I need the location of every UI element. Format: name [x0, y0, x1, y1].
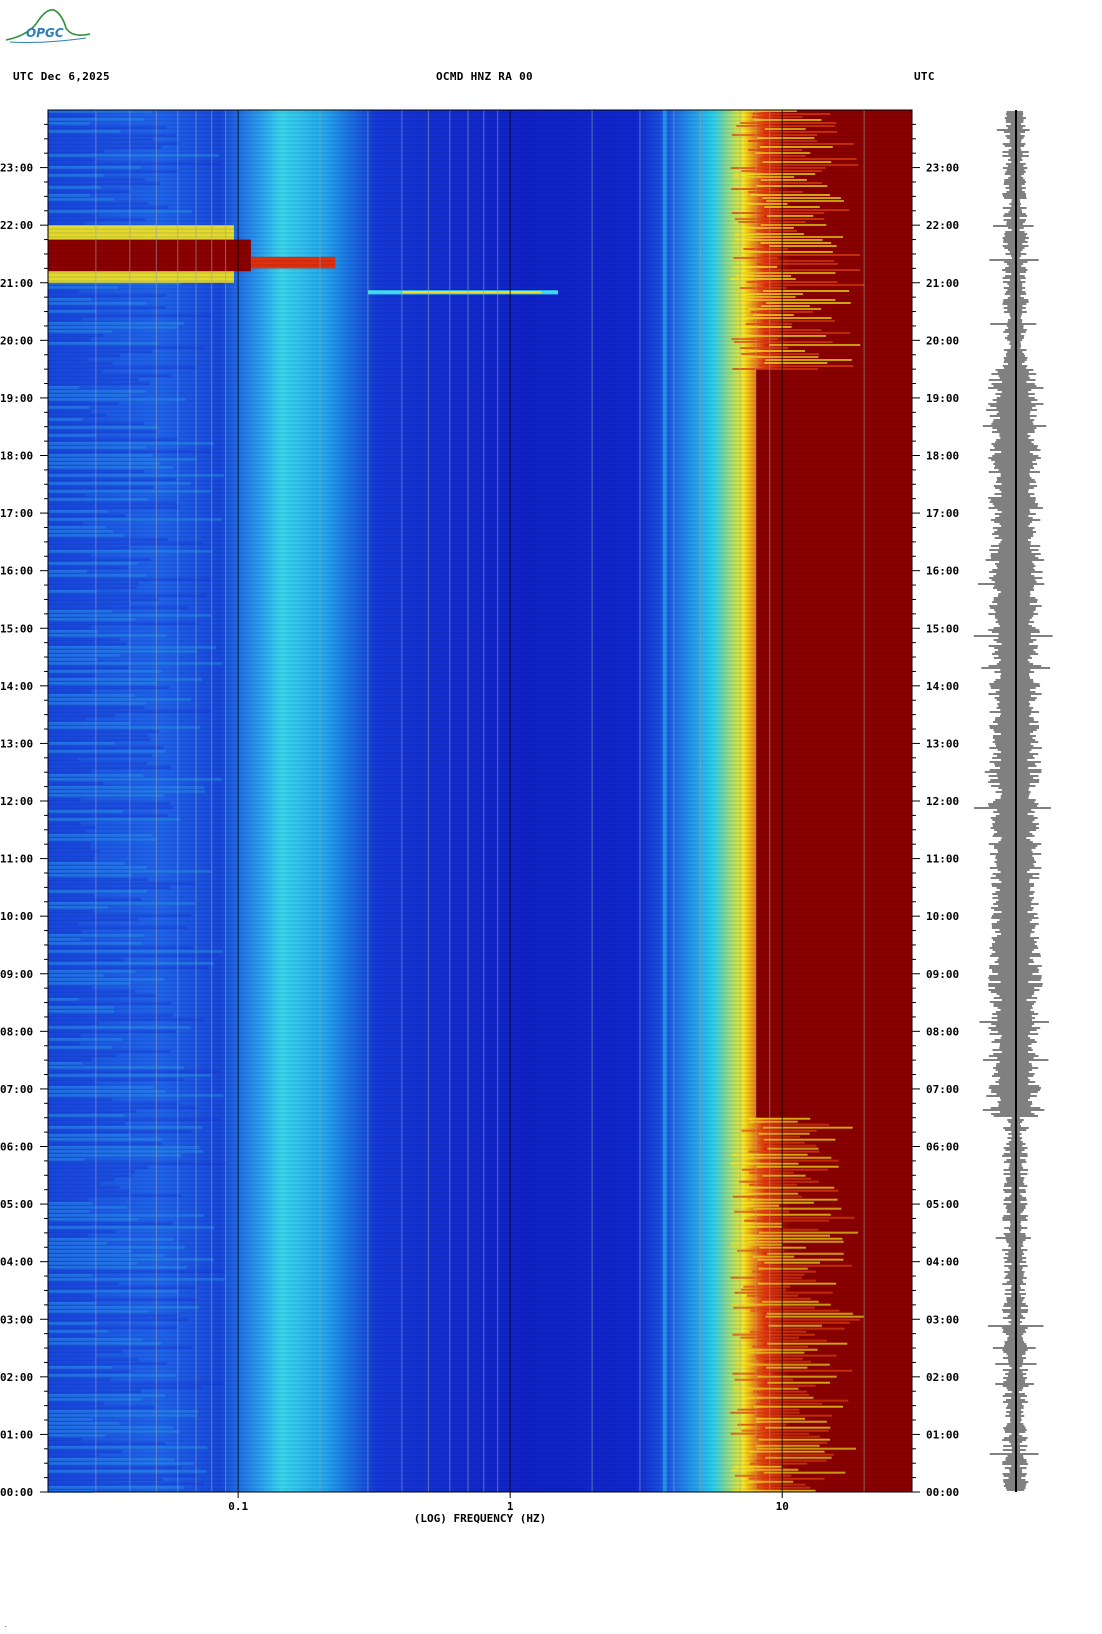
y-tick-label-right: 18:00	[926, 450, 959, 463]
y-tick-label-left: 11:00	[0, 853, 33, 866]
y-tick-label-right: 20:00	[926, 334, 959, 347]
y-tick-label-right: 16:00	[926, 565, 959, 578]
y-tick-label-right: 00:00	[926, 1486, 959, 1499]
y-tick-label-right: 09:00	[926, 968, 959, 981]
y-tick-label-left: 09:00	[0, 968, 33, 981]
y-tick-label-right: 19:00	[926, 392, 959, 405]
opgc-logo	[5, 8, 91, 43]
y-tick-label-right: 05:00	[926, 1198, 959, 1211]
header-date: UTC Dec 6,2025	[13, 70, 110, 83]
y-tick-label-right: 02:00	[926, 1371, 959, 1384]
y-tick-label-left: 12:00	[0, 795, 33, 808]
y-tick-label-left: 04:00	[0, 1256, 33, 1269]
y-tick-label-left: 03:00	[0, 1313, 33, 1326]
y-tick-label-right: 01:00	[926, 1428, 959, 1441]
y-tick-label-right: 06:00	[926, 1141, 959, 1154]
y-tick-label-right: 12:00	[926, 795, 959, 808]
y-tick-label-right: 14:00	[926, 680, 959, 693]
y-tick-label-left: 23:00	[0, 162, 33, 175]
row-texture	[48, 110, 912, 1492]
y-tick-label-left: 14:00	[0, 680, 33, 693]
header-station: OCMD HNZ RA 00	[436, 70, 533, 83]
y-tick-label-right: 22:00	[926, 219, 959, 232]
corner-mark: .	[4, 1622, 8, 1629]
y-tick-label-right: 08:00	[926, 1025, 959, 1038]
y-tick-label-left: 07:00	[0, 1083, 33, 1096]
y-tick-label-left: 06:00	[0, 1141, 33, 1154]
y-tick-label-right: 21:00	[926, 277, 959, 290]
y-tick-label-right: 03:00	[926, 1313, 959, 1326]
y-tick-label-right: 07:00	[926, 1083, 959, 1096]
y-tick-label-right: 11:00	[926, 853, 959, 866]
y-tick-label-right: 17:00	[926, 507, 959, 520]
y-tick-label-left: 15:00	[0, 622, 33, 635]
x-axis-label: (LOG) FREQUENCY (HZ)	[414, 1512, 546, 1525]
y-tick-label-left: 02:00	[0, 1371, 33, 1384]
y-tick-label-left: 16:00	[0, 565, 33, 578]
logo-text: OPGC	[26, 26, 64, 40]
y-tick-label-left: 17:00	[0, 507, 33, 520]
header-utc-right: UTC	[914, 70, 935, 83]
y-tick-label-left: 20:00	[0, 334, 33, 347]
x-tick-label: 1	[507, 1500, 514, 1513]
y-tick-label-left: 13:00	[0, 737, 33, 750]
y-tick-label-right: 04:00	[926, 1256, 959, 1269]
x-tick-label: 0.1	[228, 1500, 248, 1513]
x-tick-label: 10	[776, 1500, 789, 1513]
y-tick-label-left: 08:00	[0, 1025, 33, 1038]
y-tick-label-left: 10:00	[0, 910, 33, 923]
y-tick-label-left: 19:00	[0, 392, 33, 405]
y-tick-label-left: 05:00	[0, 1198, 33, 1211]
y-tick-label-left: 18:00	[0, 450, 33, 463]
y-tick-label-left: 01:00	[0, 1428, 33, 1441]
y-tick-label-left: 00:00	[0, 1486, 33, 1499]
y-tick-label-left: 22:00	[0, 219, 33, 232]
y-tick-label-right: 10:00	[926, 910, 959, 923]
y-tick-label-right: 13:00	[926, 737, 959, 750]
y-tick-label-right: 23:00	[926, 162, 959, 175]
y-tick-label-right: 15:00	[926, 622, 959, 635]
y-tick-label-left: 21:00	[0, 277, 33, 290]
